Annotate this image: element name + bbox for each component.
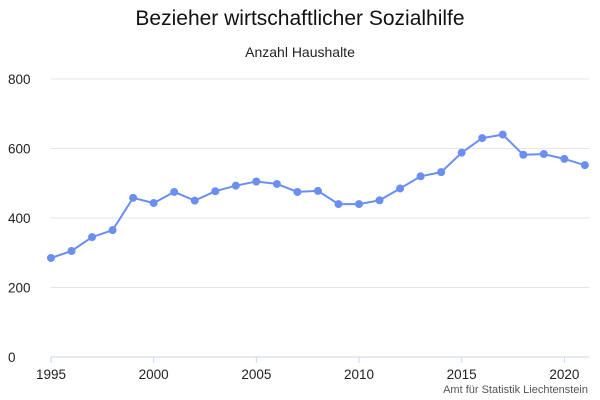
data-point <box>272 179 281 188</box>
data-point <box>498 130 507 139</box>
grid-layer <box>51 78 589 288</box>
x-tick-label: 1995 <box>36 367 66 382</box>
y-tick-label: 0 <box>8 350 16 365</box>
data-point <box>580 161 589 170</box>
data-point <box>334 200 343 209</box>
data-point <box>519 150 528 159</box>
chart-subtitle: Anzahl Haushalte <box>245 44 355 60</box>
data-point <box>375 196 384 205</box>
data-point <box>457 148 466 157</box>
data-point <box>396 184 405 193</box>
data-point <box>416 172 425 181</box>
data-point <box>170 187 179 196</box>
data-point <box>293 187 302 196</box>
data-point <box>88 233 97 242</box>
data-point <box>313 186 322 195</box>
y-tick-label: 600 <box>8 142 31 157</box>
data-point <box>108 226 117 235</box>
y-tick-label: 800 <box>8 72 31 87</box>
chart-title: Bezieher wirtschaftlicher Sozialhilfe <box>135 7 465 30</box>
data-point <box>560 154 569 163</box>
data-point <box>67 247 76 256</box>
data-point <box>149 199 158 208</box>
y-tick-label: 200 <box>8 281 31 296</box>
data-point <box>47 253 55 262</box>
data-point <box>190 196 199 205</box>
x-tick-label: 2010 <box>344 367 374 382</box>
chart-credit: Amt für Statistik Liechtenstein <box>443 384 588 396</box>
axis-layer: 0 200 400 600 800 1995 2000 2005 2010 2015 2020 <box>8 72 589 382</box>
data-point <box>539 150 548 159</box>
data-point <box>231 181 240 190</box>
y-tick-label: 400 <box>8 211 31 226</box>
x-tick-label: 2005 <box>241 367 271 382</box>
data-point <box>129 193 138 202</box>
data-point <box>355 200 364 209</box>
x-tick-label: 2000 <box>139 367 169 382</box>
x-tick-label: 2020 <box>549 367 579 382</box>
data-point <box>478 134 487 143</box>
data-point <box>252 177 261 186</box>
data-point <box>437 168 446 177</box>
data-point <box>211 187 220 196</box>
x-tick-label: 2015 <box>447 367 477 382</box>
series-layer <box>47 130 589 262</box>
